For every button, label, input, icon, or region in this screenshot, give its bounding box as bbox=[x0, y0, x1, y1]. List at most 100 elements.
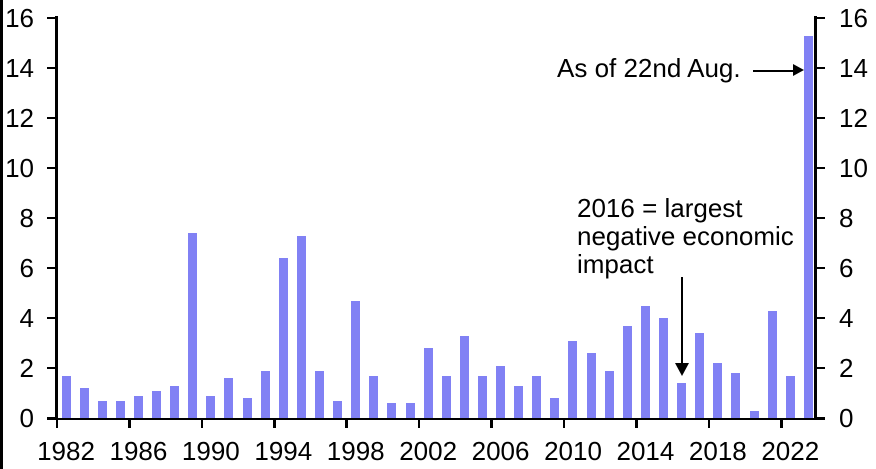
bar-2019 bbox=[731, 373, 741, 418]
y-axis-tick-right bbox=[816, 266, 825, 270]
bar-1996 bbox=[314, 370, 324, 418]
y-axis-label-right: 6 bbox=[839, 253, 854, 283]
y-axis-tick-right bbox=[816, 366, 825, 370]
y-axis-label-right: 2 bbox=[839, 353, 854, 383]
y-axis-tick-right bbox=[816, 66, 825, 70]
y-axis-label-left: 2 bbox=[19, 353, 34, 383]
bar-1998 bbox=[351, 300, 361, 418]
bar-1990 bbox=[206, 395, 216, 418]
right-arrow-line bbox=[753, 69, 794, 72]
y-axis-label-right: 12 bbox=[839, 103, 868, 133]
bar-2009 bbox=[550, 398, 560, 418]
bar-2013 bbox=[622, 325, 632, 418]
bar-1988 bbox=[170, 385, 180, 418]
bar-1984 bbox=[97, 400, 107, 418]
y-axis-label-left: 12 bbox=[5, 103, 34, 133]
bar-2001 bbox=[405, 403, 415, 418]
x-axis-label: 2014 bbox=[616, 436, 675, 466]
y-axis-left bbox=[55, 16, 58, 419]
y-axis-tick-left bbox=[47, 266, 55, 270]
annotation-2016-impact: 2016 = largest negative economic impact bbox=[577, 193, 794, 279]
bar-2007 bbox=[514, 385, 524, 418]
y-axis-tick-left bbox=[47, 216, 55, 220]
left-edge-line bbox=[0, 0, 3, 469]
y-axis-label-right: 8 bbox=[839, 203, 854, 233]
y-axis-tick-left bbox=[47, 16, 55, 20]
bar-1995 bbox=[296, 235, 306, 418]
bar-1983 bbox=[79, 388, 89, 418]
x-axis-label: 2018 bbox=[688, 436, 747, 466]
bar-2016 bbox=[677, 383, 687, 418]
bar-2012 bbox=[604, 370, 614, 418]
x-axis-tick bbox=[707, 419, 711, 428]
x-axis-label: 2010 bbox=[544, 436, 602, 466]
bar-1987 bbox=[152, 390, 162, 418]
bar-2003 bbox=[441, 375, 451, 418]
bar-1993 bbox=[260, 370, 270, 418]
bar-2006 bbox=[496, 365, 506, 418]
y-axis-label-left: 14 bbox=[5, 53, 34, 83]
y-axis-tick-right bbox=[816, 316, 825, 320]
y-axis-label-left: 16 bbox=[5, 3, 34, 33]
annotation-as-of-date: As of 22nd Aug. bbox=[557, 53, 741, 83]
y-axis-tick-left bbox=[47, 66, 55, 70]
x-axis-tick bbox=[562, 419, 566, 428]
y-axis-right bbox=[814, 16, 817, 419]
y-axis-label-left: 4 bbox=[19, 303, 34, 333]
x-axis-tick bbox=[345, 419, 348, 428]
bar-2018 bbox=[713, 363, 723, 418]
bar-2004 bbox=[459, 335, 469, 418]
x-axis-label: 2006 bbox=[471, 436, 530, 466]
bar-1991 bbox=[224, 378, 234, 418]
bar-2022 bbox=[785, 375, 795, 418]
y-axis-tick-right bbox=[816, 166, 825, 170]
bar-2002 bbox=[423, 348, 433, 418]
bar-2011 bbox=[586, 353, 596, 418]
bar-2010 bbox=[568, 340, 578, 418]
bar-2020 bbox=[749, 410, 759, 418]
y-axis-label-left: 8 bbox=[19, 203, 34, 233]
y-axis-tick-right bbox=[816, 16, 825, 20]
x-axis-tick bbox=[55, 419, 59, 428]
x-axis bbox=[47, 417, 825, 420]
x-axis-label: 2002 bbox=[399, 436, 458, 466]
y-axis-label-left: 10 bbox=[5, 153, 34, 183]
bar-1985 bbox=[115, 400, 125, 418]
bar-1992 bbox=[242, 398, 252, 418]
bar-1994 bbox=[278, 258, 288, 418]
y-axis-tick-right bbox=[816, 216, 825, 220]
x-axis-tick bbox=[273, 419, 276, 428]
right-arrow-icon bbox=[793, 64, 804, 76]
y-axis-tick-left bbox=[47, 116, 55, 120]
x-axis-tick bbox=[780, 419, 783, 428]
down-arrow-line bbox=[680, 277, 683, 364]
y-axis-tick-right bbox=[816, 116, 825, 120]
y-axis-tick-right bbox=[816, 416, 825, 420]
y-axis-label-left: 6 bbox=[19, 253, 34, 283]
x-axis-label: 1994 bbox=[254, 436, 313, 466]
bar-1999 bbox=[369, 375, 379, 418]
y-axis-label-right: 14 bbox=[839, 53, 868, 83]
y-axis-tick-left bbox=[47, 416, 55, 420]
bar-2005 bbox=[477, 375, 487, 418]
bar-2015 bbox=[659, 318, 669, 418]
x-axis-tick bbox=[128, 419, 131, 428]
bar-1982 bbox=[61, 375, 71, 418]
y-axis-label-right: 0 bbox=[839, 403, 854, 433]
bar-2000 bbox=[387, 403, 397, 418]
bar-2023 bbox=[803, 35, 813, 418]
bar-2017 bbox=[695, 333, 705, 418]
x-axis-tick bbox=[635, 419, 638, 428]
y-axis-tick-left bbox=[47, 316, 55, 320]
y-axis-label-left: 0 bbox=[19, 403, 34, 433]
bar-2021 bbox=[767, 310, 777, 418]
bar-1989 bbox=[188, 233, 198, 418]
y-axis-tick-left bbox=[47, 166, 55, 170]
bar-2014 bbox=[640, 305, 650, 418]
down-arrow-icon bbox=[675, 363, 689, 376]
x-axis-label: 1982 bbox=[37, 436, 95, 466]
x-axis-tick bbox=[417, 419, 421, 428]
x-axis-label: 2022 bbox=[761, 436, 820, 466]
x-axis-label: 1990 bbox=[181, 436, 240, 466]
